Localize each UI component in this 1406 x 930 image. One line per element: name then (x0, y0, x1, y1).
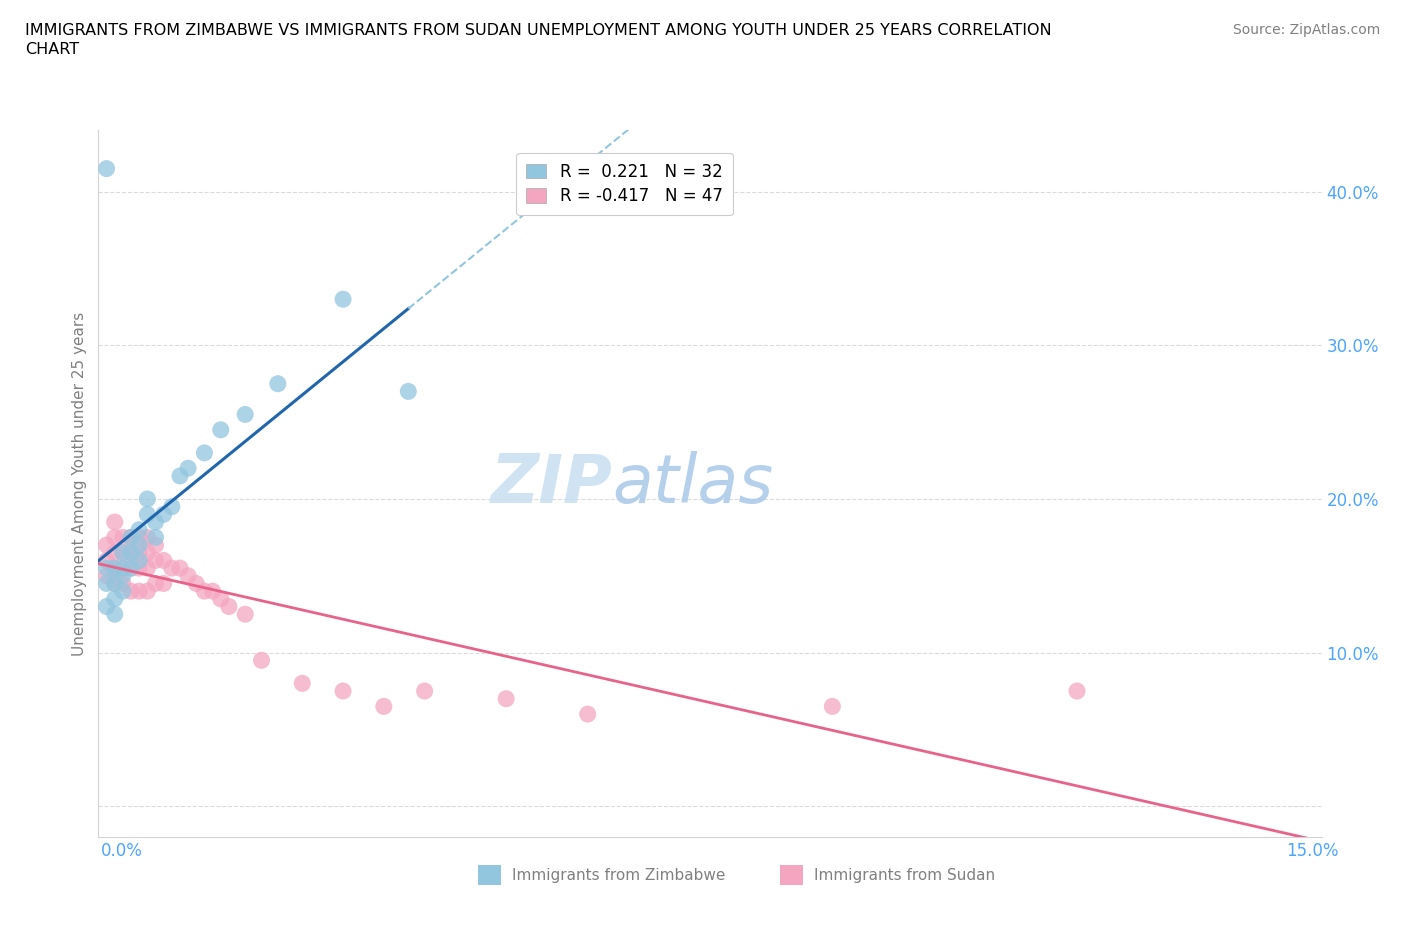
Point (96, 538, 118, 552)
Point (104, 576, 127, 591)
Point (152, 553, 174, 568)
Point (128, 545, 150, 560)
Point (152, 576, 174, 591)
Point (145, 530, 167, 545)
Point (233, 407, 256, 422)
Point (111, 530, 134, 545)
Point (104, 561, 127, 576)
Point (136, 530, 159, 545)
Point (128, 561, 150, 576)
Point (291, 676, 314, 691)
Point (136, 561, 159, 576)
Point (136, 492, 159, 507)
Point (136, 507, 159, 522)
Point (209, 422, 232, 437)
Point (104, 576, 127, 591)
Text: Immigrants from Sudan: Immigrants from Sudan (814, 868, 995, 883)
Point (96, 161, 118, 176)
Point (152, 507, 174, 522)
Point (111, 561, 134, 576)
Point (332, 684, 354, 698)
Point (413, 684, 436, 698)
Point (120, 561, 142, 576)
Text: 0.0%: 0.0% (101, 842, 143, 860)
Point (332, 292, 354, 307)
Point (145, 514, 167, 529)
Point (120, 545, 142, 560)
Point (128, 538, 150, 552)
Point (145, 576, 167, 591)
Point (111, 584, 134, 599)
Point (821, 699, 844, 714)
Text: ZIP: ZIP (491, 451, 612, 516)
Point (104, 545, 127, 560)
Point (209, 591, 232, 606)
Point (120, 545, 142, 560)
Y-axis label: Unemployment Among Youth under 25 years: Unemployment Among Youth under 25 years (72, 312, 87, 656)
Point (96, 568, 118, 583)
Point (104, 514, 127, 529)
Point (128, 553, 150, 568)
Point (186, 576, 208, 591)
Point (136, 545, 159, 560)
Point (193, 445, 215, 460)
Point (96, 599, 118, 614)
Text: Source: ZipAtlas.com: Source: ZipAtlas.com (1233, 23, 1381, 37)
Point (169, 469, 191, 484)
Text: CHART: CHART (25, 42, 79, 57)
Point (177, 568, 200, 583)
Point (177, 460, 200, 475)
Point (160, 499, 183, 514)
Point (218, 599, 240, 614)
Point (128, 523, 150, 538)
Point (373, 699, 395, 714)
Point (96, 553, 118, 568)
Point (120, 530, 142, 545)
Point (160, 561, 183, 576)
Text: Immigrants from Zimbabwe: Immigrants from Zimbabwe (512, 868, 725, 883)
Point (120, 530, 142, 545)
Point (128, 530, 150, 545)
Point (96, 576, 118, 591)
Legend: R =  0.221   N = 32, R = -0.417   N = 47: R = 0.221 N = 32, R = -0.417 N = 47 (516, 153, 733, 216)
Point (495, 691, 517, 706)
Text: 15.0%: 15.0% (1286, 842, 1339, 860)
Point (396, 384, 419, 399)
Point (250, 653, 273, 668)
Point (169, 561, 191, 576)
Point (111, 545, 134, 560)
Point (111, 545, 134, 560)
Point (111, 576, 134, 591)
Point (233, 606, 256, 621)
Point (201, 584, 224, 599)
Point (1066, 684, 1088, 698)
Point (120, 584, 142, 599)
Point (104, 591, 127, 606)
Point (145, 553, 167, 568)
Point (128, 584, 150, 599)
Point (104, 530, 127, 545)
Point (145, 538, 167, 552)
Point (193, 584, 215, 599)
Point (267, 377, 290, 392)
Point (96, 561, 118, 576)
Point (120, 561, 142, 576)
Point (104, 606, 127, 621)
Point (136, 584, 159, 599)
Point (111, 561, 134, 576)
Text: IMMIGRANTS FROM ZIMBABWE VS IMMIGRANTS FROM SUDAN UNEMPLOYMENT AMONG YOUTH UNDER: IMMIGRANTS FROM ZIMBABWE VS IMMIGRANTS F… (25, 23, 1052, 38)
Point (104, 561, 127, 576)
Point (576, 707, 599, 722)
Point (111, 568, 134, 583)
Text: atlas: atlas (612, 451, 773, 516)
